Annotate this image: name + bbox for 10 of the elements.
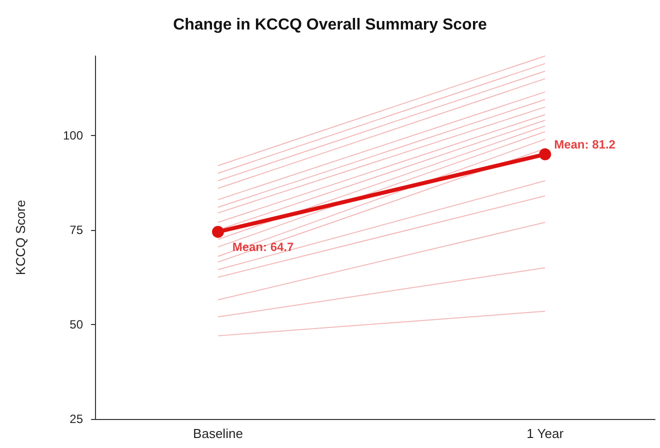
y-tick-label: 25 bbox=[70, 412, 84, 426]
y-tick-label: 50 bbox=[70, 317, 84, 332]
x-tick-label: 1 Year bbox=[526, 426, 564, 441]
y-axis-title: KCCQ Score bbox=[13, 200, 28, 276]
y-tick-label: 100 bbox=[62, 128, 84, 142]
y-tick-label: 75 bbox=[70, 222, 84, 237]
chart-title: Change in KCCQ Overall Summary Score bbox=[173, 16, 488, 34]
x-tick-label: Baseline bbox=[193, 426, 243, 441]
annotation: Mean: 81.2 bbox=[554, 137, 616, 152]
annotation: Mean: 64.7 bbox=[232, 240, 294, 254]
